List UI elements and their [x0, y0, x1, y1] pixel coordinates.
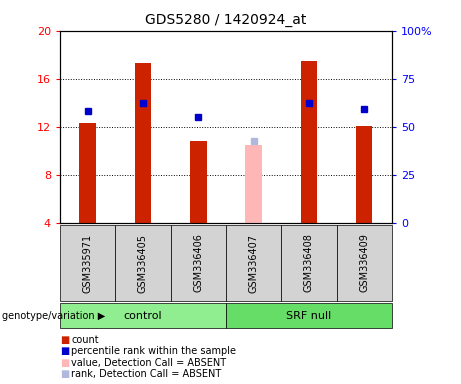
Text: GSM336407: GSM336407	[248, 233, 259, 293]
Text: ■: ■	[60, 346, 69, 356]
Text: count: count	[71, 335, 99, 345]
Text: ■: ■	[60, 335, 69, 345]
Text: GSM336405: GSM336405	[138, 233, 148, 293]
Bar	[190, 141, 207, 223]
Title: GDS5280 / 1420924_at: GDS5280 / 1420924_at	[145, 13, 307, 27]
Bar	[245, 145, 262, 223]
Bar	[301, 61, 317, 223]
Text: ■: ■	[60, 369, 69, 379]
Text: value, Detection Call = ABSENT: value, Detection Call = ABSENT	[71, 358, 226, 368]
Text: ■: ■	[60, 358, 69, 368]
Text: percentile rank within the sample: percentile rank within the sample	[71, 346, 236, 356]
Text: SRF null: SRF null	[286, 311, 331, 321]
Text: genotype/variation ▶: genotype/variation ▶	[2, 311, 106, 321]
Bar	[79, 123, 96, 223]
Text: rank, Detection Call = ABSENT: rank, Detection Call = ABSENT	[71, 369, 222, 379]
Text: control: control	[124, 311, 162, 321]
Bar	[135, 63, 151, 223]
Text: GSM336408: GSM336408	[304, 233, 314, 293]
Bar	[356, 126, 372, 223]
Text: GSM335971: GSM335971	[83, 233, 93, 293]
Text: GSM336406: GSM336406	[193, 233, 203, 293]
Text: GSM336409: GSM336409	[359, 233, 369, 293]
